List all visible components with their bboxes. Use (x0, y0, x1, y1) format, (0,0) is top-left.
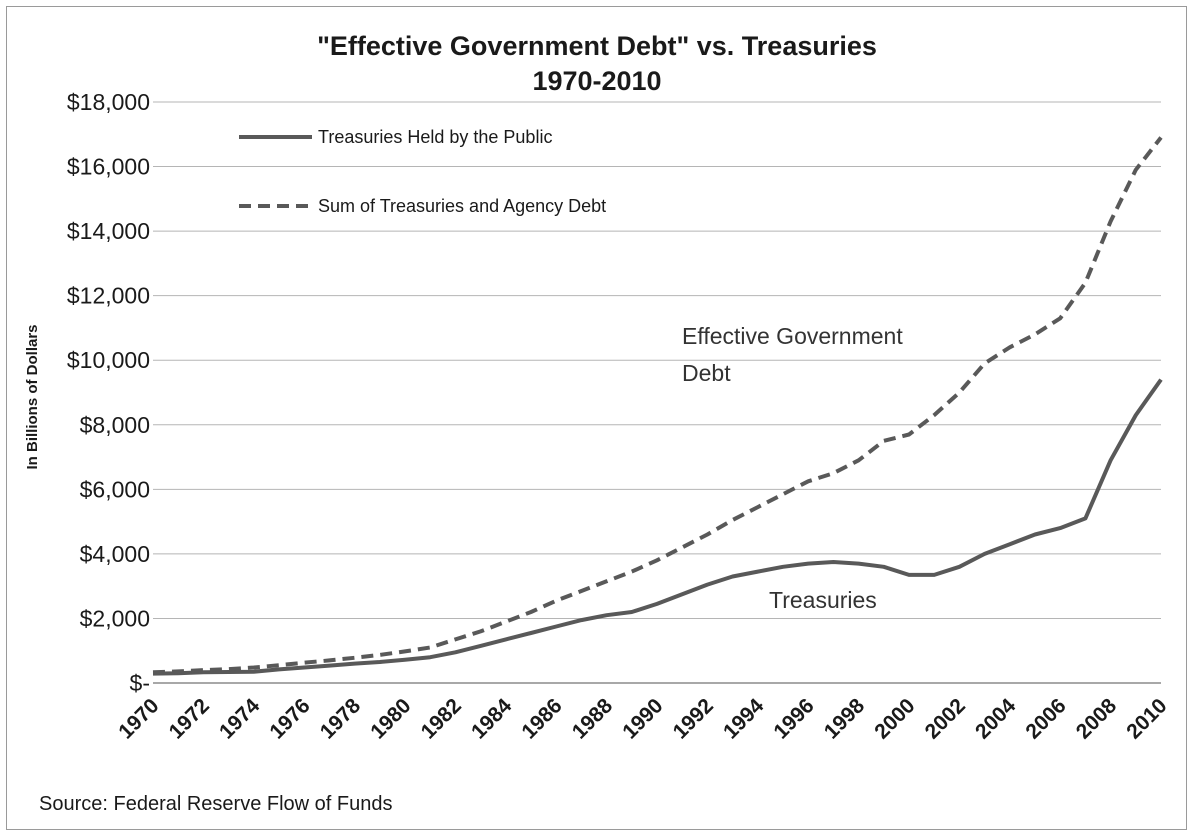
x-tick-label: 2004 (971, 694, 1021, 744)
x-tick-label: 1970 (114, 694, 163, 743)
y-axis-label: In Billions of Dollars (24, 324, 41, 469)
y-tick-label: $12,000 (67, 283, 150, 309)
x-tick-label: 1986 (517, 694, 566, 743)
x-tick-label: 2000 (870, 694, 919, 743)
x-tick-label: 1990 (618, 694, 667, 743)
y-tick-label: $14,000 (67, 218, 150, 244)
series-line-sum-treasuries-agency (152, 136, 1163, 675)
x-tick-label: 1996 (769, 694, 818, 743)
x-tick-label: 1972 (165, 694, 214, 743)
x-tick-label: 1978 (316, 694, 366, 744)
chart-frame: $- $2,000 $4,000 $6,000 $8,000 $10,000 $12,000… (6, 6, 1187, 830)
annotation-effective-debt-line2: Debt (682, 360, 731, 386)
y-tick-label: $2,000 (80, 605, 150, 631)
x-tick-label: 1974 (215, 694, 265, 744)
x-tick-label: 1992 (669, 694, 718, 743)
series-line-treasuries (152, 378, 1163, 676)
chart-subtitle: 1970-2010 (532, 66, 661, 96)
y-axis-tick-labels: $- $2,000 $4,000 $6,000 $8,000 $10,000 $12,000… (67, 89, 150, 696)
x-tick-label: 2010 (1122, 694, 1171, 743)
annotation-effective-debt-line1: Effective Government (682, 323, 903, 349)
y-tick-label: $8,000 (80, 412, 150, 438)
y-tick-label: $16,000 (67, 154, 150, 180)
x-tick-label: 1984 (467, 694, 517, 744)
x-axis-tick-labels: 1970 1972 1974 1976 1978 1980 1982 1984 1986 1988… (114, 694, 1171, 744)
legend-label-sum: Sum of Treasuries and Agency Debt (318, 196, 606, 216)
chart-title: "Effective Government Debt" vs. Treasuri… (317, 31, 877, 61)
source-note: Source: Federal Reserve Flow of Funds (39, 793, 393, 815)
x-tick-label: 1998 (820, 694, 870, 744)
y-tick-label: $4,000 (80, 541, 150, 567)
x-tick-label: 1976 (265, 694, 314, 743)
x-tick-label: 1994 (719, 694, 769, 744)
x-tick-label: 2002 (921, 694, 970, 743)
series-lines (152, 136, 1163, 676)
x-tick-label: 1980 (366, 694, 415, 743)
x-tick-label: 2008 (1072, 694, 1122, 744)
y-tick-label: $6,000 (80, 476, 150, 502)
y-tick-label: $18,000 (67, 89, 150, 115)
x-tick-label: 1982 (417, 694, 466, 743)
legend-label-treasuries: Treasuries Held by the Public (318, 127, 552, 147)
grid-lines (153, 101, 1161, 684)
line-chart: $- $2,000 $4,000 $6,000 $8,000 $10,000 $12,000… (24, 31, 1172, 815)
x-tick-label: 2006 (1021, 694, 1070, 743)
y-tick-label: $- (130, 670, 150, 696)
x-tick-label: 1988 (568, 694, 618, 744)
legend: Treasuries Held by the Public Sum of Tre… (239, 127, 606, 216)
annotation-treasuries: Treasuries (769, 587, 877, 613)
y-tick-label: $10,000 (67, 347, 150, 373)
